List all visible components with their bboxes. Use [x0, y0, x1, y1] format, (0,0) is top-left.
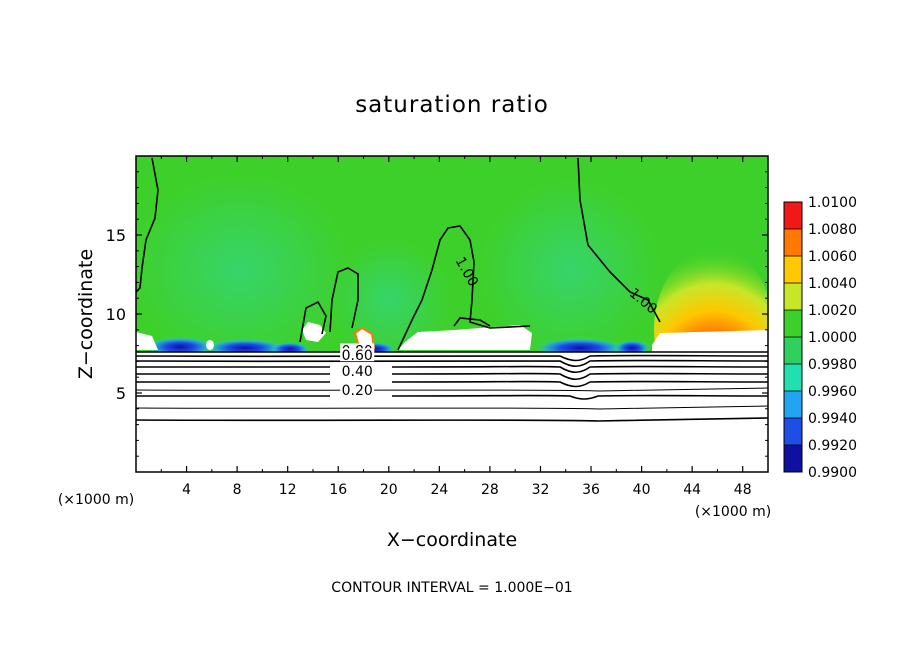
colorbar-swatch [784, 445, 802, 472]
x-axis-label: X−coordinate [387, 529, 517, 551]
colorbar-swatch [784, 256, 802, 283]
y-tick-label: 10 [106, 305, 126, 324]
colorbar-label: 1.0020 [808, 303, 857, 319]
colorbar-label: 1.0060 [808, 249, 857, 265]
colorbar-label: 0.9960 [808, 384, 857, 400]
y-axis-label: Z−coordinate [75, 249, 97, 379]
contour-label-bg [340, 383, 375, 396]
x-tick-label: 16 [329, 482, 347, 498]
x-tick-label: 4 [182, 482, 191, 498]
x-axis: 4 8 12 16 20 24 28 32 36 40 44 48 [160, 156, 752, 498]
colorbar-label: 0.9980 [808, 357, 857, 373]
x-tick-label: 28 [481, 482, 499, 498]
colorbar-swatch [784, 337, 802, 364]
low-region [136, 175, 350, 365]
contour-label: 0.40 [342, 364, 373, 380]
x-tick-label: 40 [633, 482, 651, 498]
cloud-mask [302, 322, 326, 342]
x-tick-label: 24 [430, 482, 448, 498]
colorbar-swatch [784, 364, 802, 391]
colorbar-label: 1.0100 [808, 195, 857, 211]
contour-labels: 1.001.000.800.600.400.20 [340, 254, 660, 399]
colorbar-swatch [784, 229, 802, 256]
contour-label: 0.60 [342, 348, 373, 364]
colorbar-label: 1.0080 [808, 222, 857, 238]
chart-title: saturation ratio [355, 92, 549, 118]
x-unit-right: (×1000 m) [695, 504, 771, 520]
y-tick-label: 5 [116, 384, 126, 403]
colorbar-label: 1.0000 [808, 330, 857, 346]
x-tick-label: 32 [532, 482, 550, 498]
colorbar-label: 0.9940 [808, 411, 857, 427]
colorbar-swatch [784, 418, 802, 445]
colorbar-swatch [784, 283, 802, 310]
colorbar-swatch [784, 202, 802, 229]
plot-field [136, 156, 768, 472]
low-region [480, 180, 660, 360]
y-tick-label: 15 [106, 226, 126, 245]
x-tick-label: 36 [582, 482, 600, 498]
contour-lines [136, 157, 768, 422]
colorbar: 0.9900 0.9920 0.9940 0.9960 0.9980 1.0000 1.00… [783, 195, 857, 481]
colorbar-label: 1.0040 [808, 276, 857, 292]
colorbar-swatch [784, 310, 802, 337]
colorbar-label: 0.9900 [808, 465, 857, 481]
x-tick-label: 48 [734, 482, 752, 498]
cloud-mask [652, 330, 768, 352]
subsaturated-layer [136, 352, 768, 472]
cloud-mask [136, 332, 158, 350]
contour-label-bg [340, 348, 375, 362]
cloud-mask [206, 340, 214, 350]
contour-interval-note: CONTOUR INTERVAL = 1.000E−01 [331, 580, 572, 596]
cloud-mask [398, 325, 532, 350]
colorbar-swatch [784, 391, 802, 418]
contour-label-bg [340, 364, 375, 378]
colorbar-label: 0.9920 [808, 438, 857, 454]
y-axis: 5 10 15 [106, 171, 768, 457]
x-tick-label: 8 [233, 482, 242, 498]
x-tick-label: 12 [279, 482, 297, 498]
x-tick-label: 20 [380, 482, 398, 498]
x-tick-label: 44 [683, 482, 701, 498]
x-unit-left: (×1000 m) [58, 492, 134, 508]
contour-label: 0.20 [342, 383, 373, 399]
